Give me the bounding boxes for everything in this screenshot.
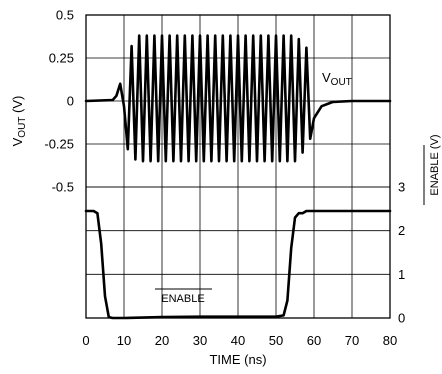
left-tick-0: 0 — [67, 94, 74, 109]
x-tick-70: 70 — [345, 333, 359, 348]
x-tick-50: 50 — [269, 333, 283, 348]
right-tick-2: 2 — [398, 223, 405, 238]
right-tick-labels: 3 2 1 0 — [398, 180, 405, 326]
vout-label-sub: OUT — [331, 77, 352, 88]
x-tick-0: 0 — [82, 333, 89, 348]
right-tick-1: 1 — [398, 267, 405, 282]
right-axis-label: ENABLE (V) — [429, 134, 441, 195]
enable-line — [84, 209, 392, 320]
left-axis-label: VOUT (V) — [10, 96, 28, 147]
enable-series-label: ENABLE — [161, 293, 204, 305]
left-axis-label-sub: OUT — [17, 117, 28, 138]
left-axis-label-tail: (V) — [10, 96, 25, 117]
left-tick-0.5: 0.5 — [56, 8, 74, 23]
right-tick-0: 0 — [398, 311, 405, 326]
x-tick-20: 20 — [155, 333, 169, 348]
x-tick-60: 60 — [307, 333, 321, 348]
left-tick-0.25: 0.25 — [49, 51, 74, 66]
vout-series-label: VOUT — [322, 70, 352, 88]
x-tick-80: 80 — [383, 333, 397, 348]
vout-line — [84, 34, 392, 163]
x-axis-label: TIME (ns) — [209, 352, 266, 367]
left-tick--0.5: -0.5 — [52, 180, 74, 195]
right-tick-3: 3 — [398, 180, 405, 195]
x-tick-labels: 0 10 20 30 40 50 60 70 80 — [82, 333, 397, 348]
x-tick-10: 10 — [117, 333, 131, 348]
left-tick--0.25: -0.25 — [44, 137, 74, 152]
series-lines — [84, 34, 392, 320]
x-tick-30: 30 — [193, 333, 207, 348]
left-tick-labels: 0.5 0.25 0 -0.25 -0.5 — [44, 8, 74, 195]
x-tick-40: 40 — [231, 333, 245, 348]
left-axis-label-main: V — [10, 137, 25, 146]
vout-label-main: V — [322, 70, 331, 85]
